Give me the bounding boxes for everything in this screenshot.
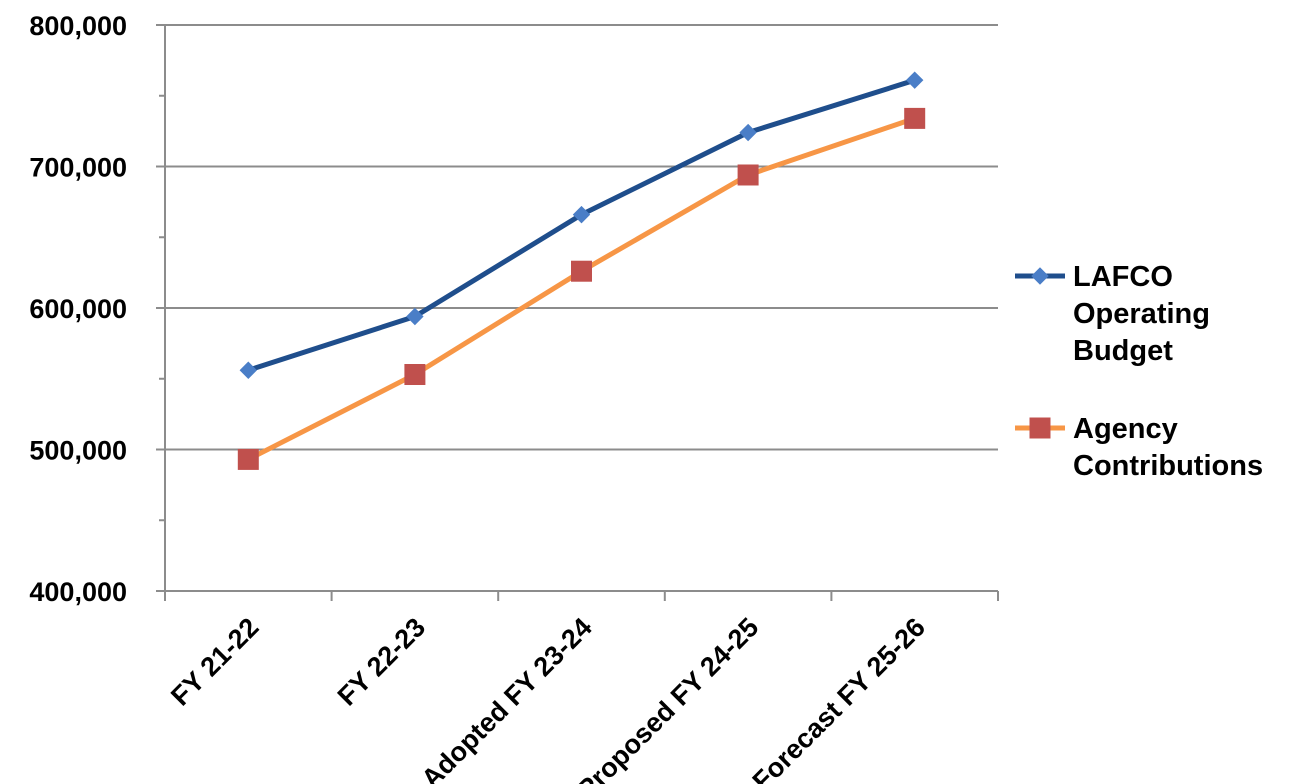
grid-lines [165,24,998,451]
axes [156,24,999,601]
data-point [904,107,926,129]
legend: LAFCO Operating Budget Agency Contributions [1015,261,1263,482]
legend-label-2: Agency Contributions [1073,413,1263,482]
series-line-2 [245,115,918,462]
series-lines [237,71,926,470]
data-point [737,164,759,186]
legend-marker-1 [1031,267,1049,285]
data-point [905,71,924,89]
y-tick-label: 400,000 [29,577,127,607]
y-tick-label: 500,000 [29,436,127,466]
series-line-1 [245,77,918,373]
legend-label-1: LAFCO Operating Budget [1073,261,1210,367]
y-axis-tick-labels: 400,000 500,000 600,000 700,000 800,000 [29,11,127,607]
legend-marker-2 [1029,417,1051,439]
data-point [572,205,591,224]
x-tick-label: FY 22-23 [332,612,431,711]
data-point [404,364,426,386]
data-point [406,307,424,326]
x-tick-label: Adopted FY 23-24 [416,612,598,784]
data-point [239,361,258,379]
x-tick-label: Proposed FY 24-25 [572,612,765,784]
x-tick-label: Forecast FY 25-26 [747,612,931,784]
data-point [739,123,757,142]
x-tick-label: FY 21-22 [165,612,264,711]
data-point [237,448,259,470]
y-tick-label: 600,000 [29,294,127,324]
y-tick-label: 700,000 [29,153,127,183]
y-tick-label: 800,000 [29,11,127,41]
data-point [571,260,592,282]
